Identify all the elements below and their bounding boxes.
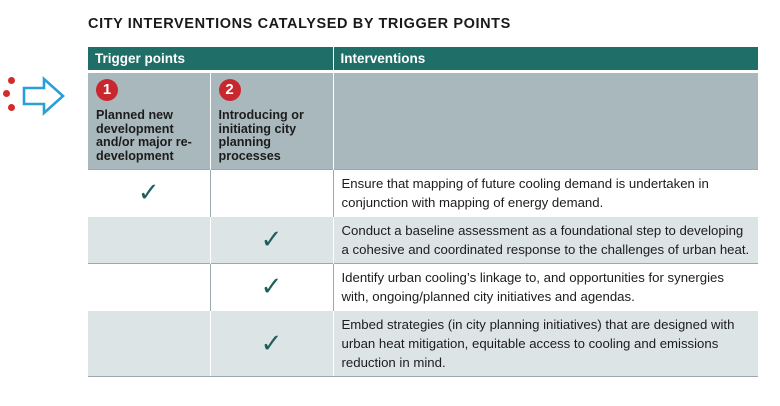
trigger-1: 1 Planned new development and/or major r…	[88, 70, 211, 170]
row-4-trigger-1	[88, 310, 211, 377]
row-2-trigger-1	[88, 216, 211, 264]
check-icon: ✓	[260, 272, 283, 302]
table-row: ✓ Identify urban cooling’s linkage to, a…	[88, 263, 759, 311]
interventions-header-blank	[333, 70, 759, 170]
check-icon: ✓	[260, 328, 283, 359]
page-title: CITY INTERVENTIONS CATALYSED BY TRIGGER …	[88, 16, 511, 32]
trigger-1-badge: 1	[96, 79, 118, 101]
table-row: ✓ Conduct a baseline assessment as a fou…	[88, 216, 759, 264]
check-icon: ✓	[137, 178, 160, 208]
row-3-trigger-1	[88, 263, 211, 311]
trigger-2-label: Introducing or initiating city planning …	[218, 108, 304, 163]
trigger-1-label: Planned new development and/or major re-…	[96, 108, 192, 163]
interventions-table: Trigger points Interventions 1 Planned n…	[88, 47, 759, 377]
table-row: ✓ Ensure that mapping of future cooling …	[88, 169, 759, 217]
dot-icon	[8, 77, 15, 84]
row-3-trigger-2: ✓	[210, 263, 334, 311]
table-row: ✓ Embed strategies (in city planning ini…	[88, 310, 759, 377]
row-1-trigger-2	[210, 169, 334, 217]
header-trigger-points: Trigger points	[88, 47, 334, 72]
trigger-2: 2 Introducing or initiating city plannin…	[210, 70, 334, 170]
intervention-text: Identify urban cooling’s linkage to, and…	[333, 263, 759, 311]
intervention-text: Ensure that mapping of future cooling de…	[333, 169, 759, 217]
row-1-trigger-1: ✓	[88, 169, 211, 217]
pointer-graphic	[0, 74, 72, 120]
dot-icon	[3, 90, 10, 97]
row-2-trigger-2: ✓	[210, 216, 334, 264]
right-arrow-icon	[22, 76, 65, 116]
intervention-text: Embed strategies (in city planning initi…	[333, 310, 759, 377]
header-interventions: Interventions	[333, 47, 759, 72]
dot-icon	[8, 104, 15, 111]
intervention-text: Conduct a baseline assessment as a found…	[333, 216, 759, 264]
row-4-trigger-2: ✓	[210, 310, 334, 377]
check-icon: ✓	[260, 225, 283, 255]
trigger-2-badge: 2	[218, 79, 241, 101]
